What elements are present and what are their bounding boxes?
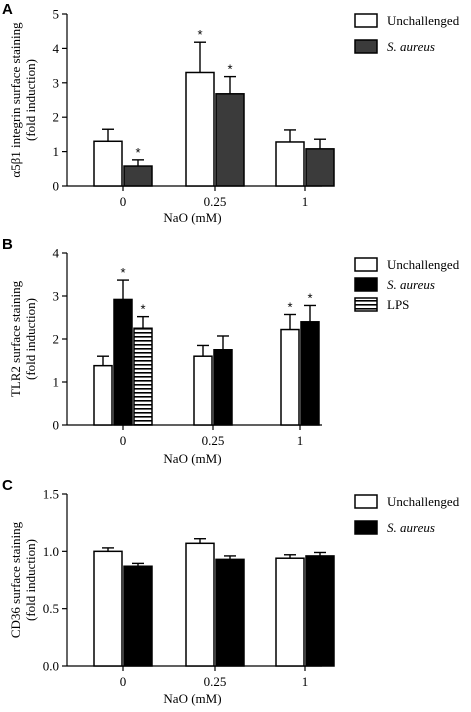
bar	[113, 298, 133, 426]
bar	[185, 542, 215, 667]
panel-letter: A	[2, 1, 13, 18]
y-axis-label-line: (fold induction)	[23, 298, 38, 380]
bar	[305, 555, 335, 667]
bar	[275, 141, 305, 187]
y-tick-label: 2	[53, 332, 60, 347]
significance-star: *	[197, 27, 202, 42]
y-axis-label-line: TLR2 surface staining	[8, 280, 23, 397]
bar	[93, 140, 123, 187]
y-tick-label: 0.0	[43, 659, 59, 674]
y-tick-label: 5	[53, 7, 60, 22]
x-tick-label: 0	[120, 674, 127, 689]
bar	[193, 355, 213, 426]
significance-star: *	[135, 145, 140, 160]
legend-label: LPS	[387, 297, 409, 312]
x-tick-label: 0	[120, 433, 127, 448]
y-tick-label: 1.5	[43, 487, 59, 502]
y-tick-label: 1	[53, 144, 60, 159]
legend-label: S. aureus	[387, 277, 435, 292]
legend-label: Unchallenged	[387, 494, 460, 509]
y-tick-label: 0	[53, 179, 60, 194]
bar	[123, 565, 153, 667]
y-tick-label: 3	[53, 75, 60, 90]
y-tick-label: 2	[53, 110, 60, 125]
panel-letter: B	[2, 236, 13, 253]
x-tick-label: 0.25	[202, 433, 225, 448]
bar	[305, 148, 335, 187]
bar	[93, 364, 113, 426]
y-tick-label: 1	[53, 375, 60, 390]
legend-swatch	[354, 13, 378, 28]
bar	[185, 71, 215, 187]
y-tick-label: 0	[53, 418, 60, 433]
bar	[280, 328, 300, 426]
legend-swatch	[354, 494, 378, 509]
bar	[133, 327, 153, 426]
bar	[123, 165, 153, 187]
legend-swatch	[354, 39, 378, 54]
bar	[93, 550, 123, 667]
y-tick-label: 1.0	[43, 544, 59, 559]
x-tick-label: 1	[302, 674, 309, 689]
significance-star: *	[227, 62, 232, 77]
legend-label: S. aureus	[387, 520, 435, 535]
legend-swatch	[354, 257, 378, 272]
x-tick-label: 0	[120, 194, 127, 209]
significance-star: *	[287, 299, 292, 314]
y-axis-label-line: (fold induction)	[23, 539, 38, 621]
y-axis-label-line: (fold induction)	[23, 59, 38, 141]
x-axis-label: NaO (mM)	[163, 451, 221, 466]
x-tick-label: 0.25	[204, 194, 227, 209]
legend-swatch	[354, 520, 378, 535]
y-tick-label: 3	[53, 289, 60, 304]
legend-swatch	[354, 277, 378, 292]
chart-panel-a: A 0 1 2 3 4 5 α5β1 integrin surface staining (fo…	[2, 1, 460, 225]
x-tick-label: 0.25	[204, 674, 227, 689]
x-tick-label: 1	[297, 433, 304, 448]
x-axis-label: NaO (mM)	[163, 210, 221, 225]
y-axis-label-line: α5β1 integrin surface staining	[8, 22, 23, 178]
bar	[213, 349, 233, 426]
chart-panel-c: C 0.0 0.5 1.0 1.5 CD36 surface staining (fold …	[2, 477, 460, 706]
bar	[300, 321, 320, 426]
legend-swatch	[354, 297, 378, 312]
significance-star: *	[307, 290, 312, 305]
x-tick-label: 1	[302, 194, 309, 209]
x-axis-label: NaO (mM)	[163, 691, 221, 706]
y-tick-label: 4	[53, 246, 60, 261]
legend-label: S. aureus	[387, 39, 435, 54]
bar	[215, 558, 245, 667]
bar	[275, 557, 305, 667]
y-tick-label: 0.5	[43, 601, 59, 616]
y-tick-label: 4	[53, 41, 60, 56]
legend-label: Unchallenged	[387, 257, 460, 272]
significance-star: *	[120, 265, 125, 280]
y-axis-label-line: CD36 surface staining	[8, 521, 23, 638]
significance-star: *	[140, 302, 145, 317]
legend-label: Unchallenged	[387, 13, 460, 28]
bar	[215, 93, 245, 187]
panel-letter: C	[2, 477, 13, 494]
chart-panel-b: B 0 1 2 3 4 TLR2 surface staining (fold inducti…	[2, 236, 460, 466]
